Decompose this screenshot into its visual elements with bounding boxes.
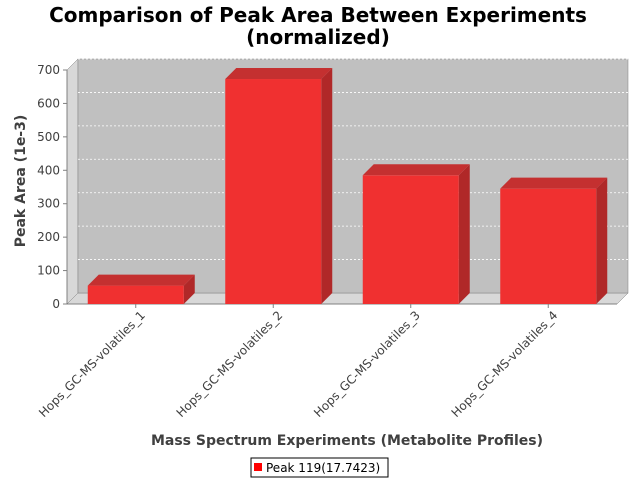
y-tick-label: 600 <box>37 96 60 110</box>
bar-top <box>362 164 470 176</box>
chart-title: Comparison of Peak Area Between Experime… <box>49 3 587 27</box>
bar-front <box>362 175 459 304</box>
x-axis-label: Mass Spectrum Experiments (Metabolite Pr… <box>151 433 543 449</box>
bar-top <box>225 68 333 80</box>
bar-top <box>500 177 608 189</box>
chart-subtitle: (normalized) <box>246 25 390 49</box>
bar <box>87 274 195 304</box>
y-axis-label: Peak Area (1e-3) <box>13 115 29 248</box>
bar-side <box>458 164 470 304</box>
bar-side <box>321 68 333 304</box>
bar-front <box>225 79 322 304</box>
x-tick-labels: Hops_GC-MS-volatiles_1 Hops_GC-MS-volatil… <box>36 304 560 420</box>
bar-side <box>183 274 195 304</box>
x-tick-label: Hops_GC-MS-volatiles_1 <box>36 308 148 420</box>
y-tick-labels: 0 100 200 300 400 500 600 700 <box>37 63 67 311</box>
x-tick-label: Hops_GC-MS-volatiles_4 <box>449 308 561 420</box>
y-tick-label: 400 <box>37 163 60 177</box>
legend-swatch <box>254 463 262 471</box>
y-tick-label: 100 <box>37 264 60 278</box>
bar-side <box>596 177 608 304</box>
x-tick-label: Hops_GC-MS-volatiles_3 <box>311 308 423 420</box>
y-tick-label: 200 <box>37 230 60 244</box>
legend-box <box>250 457 389 478</box>
x-tick-label: Hops_GC-MS-volatiles_2 <box>174 308 286 420</box>
y-tick-label: 300 <box>37 197 60 211</box>
bar-top <box>87 274 195 286</box>
plot-left-wall <box>66 58 79 305</box>
y-tick-label: 0 <box>52 297 60 311</box>
legend-label: Peak 119(17.7423) <box>266 461 380 475</box>
bar <box>362 164 470 304</box>
y-tick-label: 500 <box>37 130 60 144</box>
bars <box>87 68 608 304</box>
bar <box>225 68 333 304</box>
bar-front <box>500 188 597 304</box>
legend: Peak 119(17.7423) <box>250 457 389 478</box>
bar <box>500 177 608 304</box>
bar-front <box>87 285 184 304</box>
y-tick-label: 700 <box>37 63 60 77</box>
